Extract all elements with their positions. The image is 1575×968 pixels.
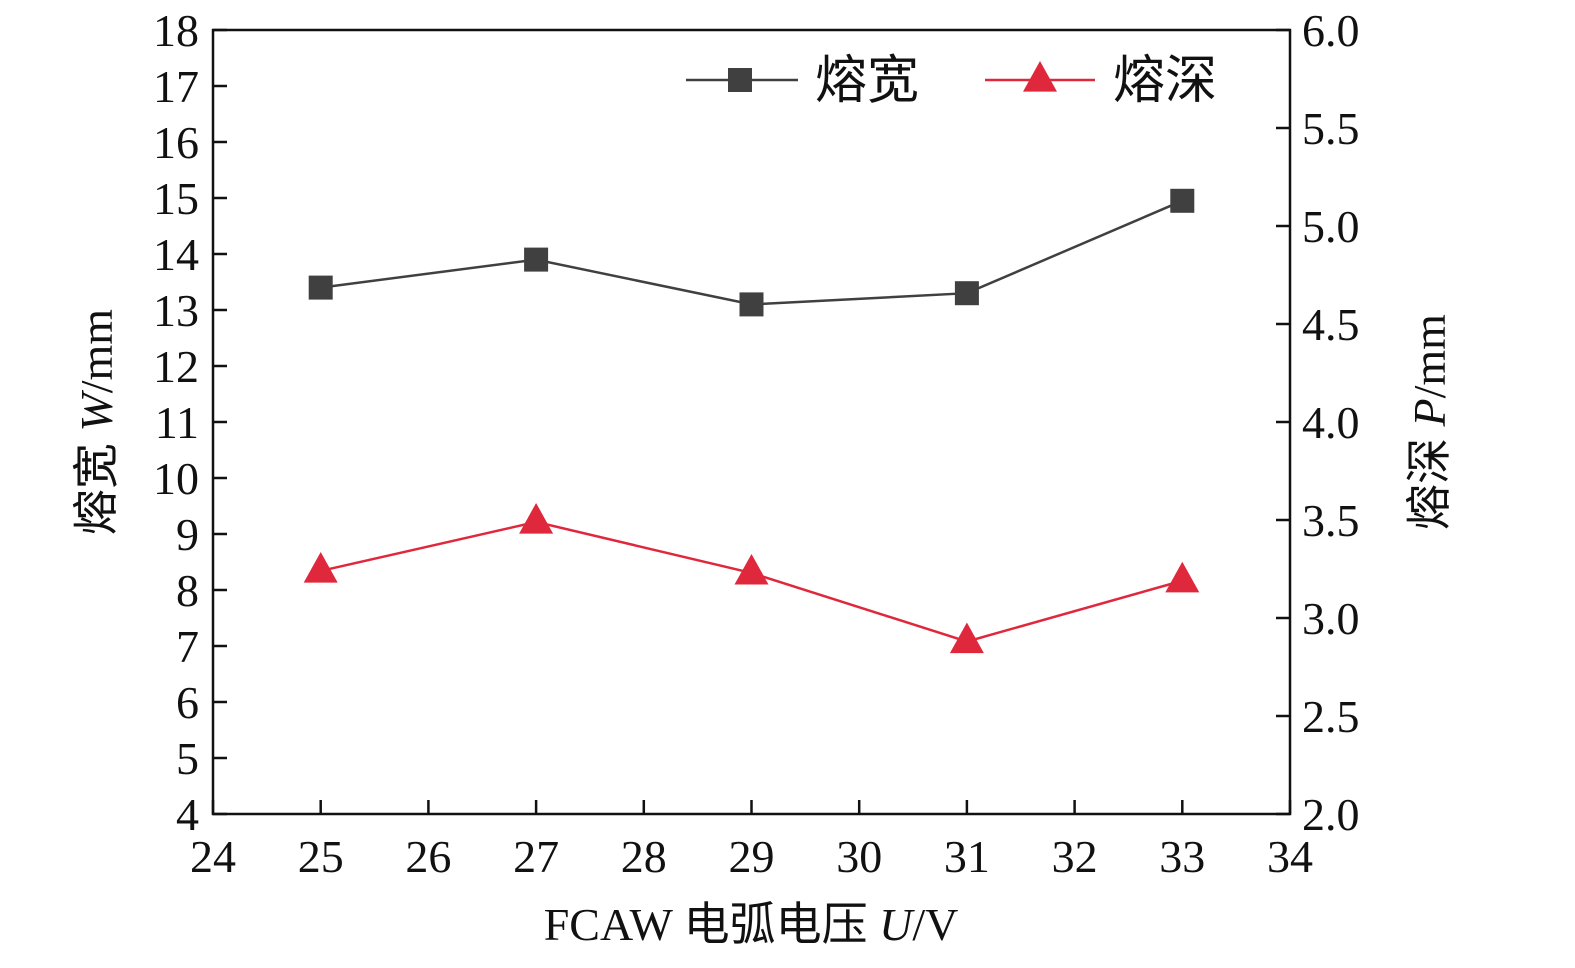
x-tick-label: 34 [1267, 831, 1313, 882]
right-y-axis-ticks: 2.0 2.5 3.0 3.5 4.0 4.5 5.0 5.5 6.0 [1276, 5, 1360, 840]
right-y-axis-title: 熔深 P/mm [1404, 314, 1455, 530]
x-tick-label: 30 [836, 831, 882, 882]
x-tick-label: 29 [729, 831, 775, 882]
x-tick-label: 24 [190, 831, 236, 882]
legend-marker-width [728, 68, 752, 92]
left-y-tick-label: 5 [176, 733, 199, 784]
left-y-tick-label: 7 [176, 621, 199, 672]
x-tick-label: 27 [513, 831, 559, 882]
left-y-tick-label: 16 [153, 117, 199, 168]
left-y-tick-label: 15 [153, 173, 199, 224]
left-y-tick-label: 8 [176, 565, 199, 616]
x-tick-label: 26 [405, 831, 451, 882]
x-tick-label: 25 [298, 831, 344, 882]
data-point-width [1170, 188, 1195, 213]
left-y-tick-label: 14 [153, 229, 199, 280]
data-point-width [954, 281, 979, 306]
right-y-tick-label: 4.5 [1302, 299, 1360, 350]
x-tick-label: 31 [944, 831, 990, 882]
left-y-tick-label: 18 [153, 5, 199, 56]
left-y-tick-label: 10 [153, 453, 199, 504]
data-point-depth [303, 551, 338, 583]
data-point-width [739, 292, 764, 317]
right-y-tick-label: 3.0 [1302, 593, 1360, 644]
x-axis-title: FCAW 电弧电压 U/V [544, 899, 959, 950]
left-y-tick-label: 6 [176, 677, 199, 728]
data-point-depth [1165, 561, 1200, 593]
data-point-width [524, 247, 549, 272]
left-y-tick-label: 17 [153, 61, 199, 112]
left-y-tick-label: 4 [176, 789, 199, 840]
data-point-depth [519, 502, 554, 534]
left-y-tick-label: 11 [155, 397, 199, 448]
right-y-tick-label: 6.0 [1302, 5, 1360, 56]
x-axis-ticks: 24 25 26 27 28 29 30 31 32 33 34 [190, 800, 1313, 882]
left-y-axis-title: 熔宽 W/mm [71, 309, 122, 535]
left-y-tick-label: 13 [153, 285, 199, 336]
right-y-tick-label: 5.0 [1302, 201, 1360, 252]
legend-label-depth: 熔深 [1113, 53, 1217, 110]
x-tick-label: 32 [1052, 831, 1098, 882]
x-tick-label: 28 [621, 831, 667, 882]
x-tick-label: 33 [1159, 831, 1205, 882]
legend-marker-depth [1023, 61, 1057, 92]
data-point-depth [949, 622, 984, 654]
right-y-tick-label: 2.0 [1302, 789, 1360, 840]
right-y-tick-label: 4.0 [1302, 397, 1360, 448]
series-layer [303, 188, 1200, 654]
data-point-depth [734, 553, 769, 585]
right-y-tick-label: 2.5 [1302, 691, 1360, 742]
right-y-tick-label: 5.5 [1302, 103, 1360, 154]
legend: 熔宽 熔深 [686, 53, 1217, 110]
series-line-width [320, 199, 1183, 306]
left-y-tick-label: 12 [153, 341, 199, 392]
legend-label-width: 熔宽 [815, 53, 919, 110]
plot-frame [211, 28, 1292, 816]
data-point-width [308, 275, 333, 300]
right-y-tick-label: 3.5 [1302, 495, 1360, 546]
left-y-tick-label: 9 [176, 509, 199, 560]
